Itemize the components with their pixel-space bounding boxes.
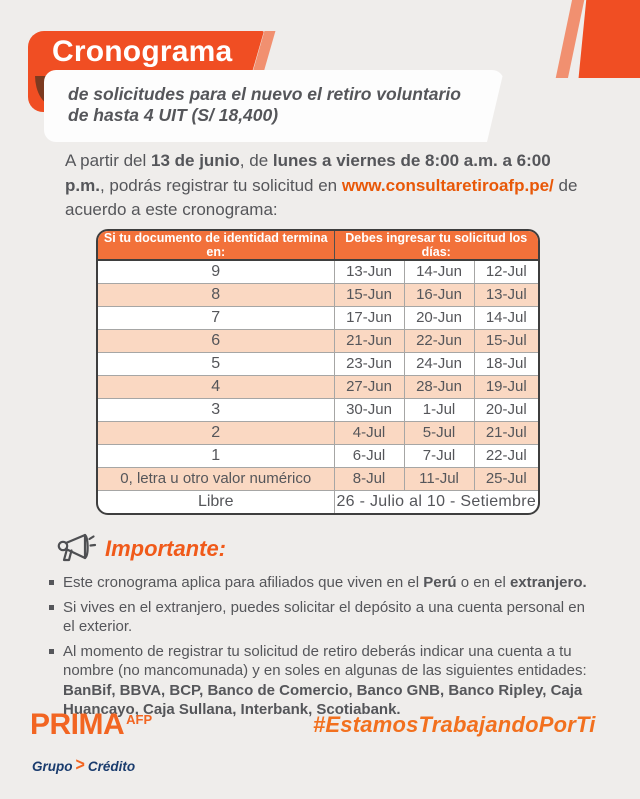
prima-afp-logo: PRIMA AFP [30,708,152,742]
intro-date: 13 de junio [151,151,240,170]
document-ending-cell: 8 [98,282,334,306]
document-ending-cell: 1 [98,443,334,467]
intro-text: , de [239,151,273,170]
grupo-credito-logo: Grupo > Crédito [32,755,136,776]
date-cell: 11-Jul [403,466,474,490]
date-cell: 8-Jul [333,466,404,490]
campaign-hashtag: #EstamosTrabajandoPorTi [313,712,596,737]
group-word2: Crédito [87,758,136,774]
importante-header: Importante: [56,531,226,567]
date-cell: 30-Jun [333,397,404,421]
date-cell: 18-Jul [473,351,538,375]
brand-name: PRIMA [30,708,125,741]
table-row: 5 23-Jun 24-Jun 18-Jul [98,351,538,375]
date-cell: 13-Jul [473,282,538,306]
list-item: Al momento de registrar tu solicitud de … [48,642,597,720]
subtitle-line1: de solicitudes para el nuevo el retiro v… [68,84,461,104]
corner-stripe-orange [578,0,640,78]
date-cell: 13-Jun [333,260,404,283]
table-row: 9 13-Jun 14-Jun 12-Jul [98,260,538,283]
chevron-icon: > [75,755,85,776]
intro-schedule: lunes a viernes de 8:00 a.m. a 6:00 p.m. [65,151,551,195]
date-cell: 23-Jun [333,351,404,375]
date-cell: 19-Jul [473,374,538,398]
table-row: 6 21-Jun 22-Jun 15-Jul [98,328,538,352]
intro-text: A partir del [65,151,151,170]
col-header-dates: Debes ingresar tu solicitud los días: [333,231,538,261]
subtitle-line2: de hasta 4 UIT (S/ 18,400) [68,105,279,125]
date-cell: 12-Jul [473,260,538,283]
col-header-document: Si tu documento de identidad termina en: [98,231,334,261]
group-word1: Grupo [32,758,73,774]
date-cell: 20-Jun [403,305,474,329]
date-cell: 4-Jul [333,420,404,444]
megaphone-icon [57,533,97,562]
table-header-row: Si tu documento de identidad termina en:… [98,231,538,261]
document-ending-cell: 5 [98,351,334,375]
table-row: 2 4-Jul 5-Jul 21-Jul [98,420,538,444]
table-row: 7 17-Jun 20-Jun 14-Jul [98,305,538,329]
schedule-table-body: 9 13-Jun 14-Jun 12-Jul 8 15-Jun 16-Jun 13-Jul 7 1… [98,260,538,513]
document-ending-cell: 6 [98,328,334,352]
date-cell: 22-Jul [473,443,538,467]
date-cell: 21-Jul [473,420,538,444]
date-cell: 22-Jun [403,328,474,352]
table-row: 8 15-Jun 16-Jun 13-Jul [98,282,538,306]
date-cell: 7-Jul [403,443,474,467]
date-cell: 14-Jul [473,305,538,329]
date-cell: 28-Jun [403,374,474,398]
document-ending-cell: 9 [211,262,221,280]
document-ending-cell: 4 [98,374,334,398]
intro-text: de acuerdo a este cronograma: [65,175,578,220]
table-row: 1 6-Jul 7-Jul 22-Jul [98,443,538,467]
date-cell: 25-Jul [473,466,538,490]
table-row: 3 30-Jun 1-Jul 20-Jul [98,397,538,421]
date-cell: 20-Jul [473,397,538,421]
date-cell: 1-Jul [403,397,474,421]
date-cell: 21-Jun [333,328,404,352]
intro-text: , podrás registrar tu solicitud en [99,175,342,195]
brand-suffix: AFP [126,712,153,727]
date-cell: 16-Jun [403,282,474,306]
subtitle-card: de solicitudes para el nuevo el retiro v… [44,70,504,142]
document-ending-cell: 0, letra u otro valor numérico [98,466,334,490]
date-range-cell: 26 - Julio al 10 - Setiembre [333,489,538,513]
table-row: 4 27-Jun 28-Jun 19-Jul [98,374,538,398]
document-ending-cell: Libre [98,489,334,513]
table-row: 0, letra u otro valor numérico 8-Jul 11-Ju… [98,466,538,490]
banner: Cronograma [28,31,264,76]
date-cell: 27-Jun [333,374,404,398]
document-ending-cell: 3 [98,397,334,421]
date-cell: 24-Jun [403,351,474,375]
date-cell: 14-Jun [403,260,474,283]
intro-paragraph: A partir del 13 de junio, de lunes a vie… [65,149,592,223]
list-item: Este cronograma aplica para afiliados qu… [48,573,597,593]
date-cell: 15-Jul [473,328,538,352]
list-item: Si vives en el extranjero, puedes solici… [48,598,597,637]
document-ending-cell: 7 [98,305,334,329]
page-title: Cronograma [52,35,233,68]
date-cell: 6-Jul [333,443,404,467]
document-ending-cell: 2 [98,420,334,444]
date-cell: 17-Jun [333,305,404,329]
importante-title: Importante: [105,536,226,561]
table-row: Libre 26 - Julio al 10 - Setiembre [98,489,538,513]
date-cell: 5-Jul [403,420,474,444]
importante-list: Este cronograma aplica para afiliados qu… [48,573,597,725]
date-cell: 15-Jun [333,282,404,306]
schedule-table: Si tu documento de identidad termina en:… [96,229,540,515]
withdrawal-site-link[interactable]: www.consultaretiroafp.pe/ [341,175,554,195]
